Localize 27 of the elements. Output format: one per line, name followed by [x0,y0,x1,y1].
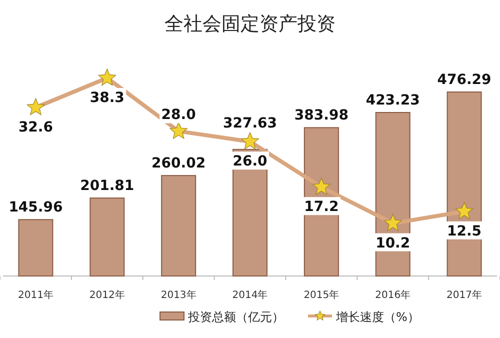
x-tick-label: 2017年 [446,289,482,301]
bar [161,175,196,276]
data-label: 476.29 [437,72,492,88]
data-label: 38.3 [90,90,124,106]
data-label: 28.0 [161,107,196,124]
data-label: 10.2 [376,235,410,252]
x-tick-label: 2013年 [160,289,196,301]
data-label: 201.81 [80,178,134,194]
data-label: 12.5 [447,223,482,240]
x-tick-label: 2015年 [304,289,340,301]
x-tick-label: 2012年 [89,289,125,301]
data-label: 32.6 [18,119,53,136]
data-label: 17.2 [304,199,339,216]
data-label: 260.02 [152,156,206,172]
chart-title: 全社会固定资产投资 [164,13,336,35]
bar [18,219,54,276]
data-label: 145.96 [8,200,63,216]
x-tick-label: 2011年 [18,289,54,301]
data-label: 26.0 [232,154,268,170]
legend-label: 增长速度（%） [335,310,420,324]
x-tick-label: 2016年 [375,289,411,301]
data-label: 327.63 [222,116,278,132]
data-label: 423.23 [366,92,420,108]
x-tick-label: 2014年 [232,289,268,301]
bar [90,198,125,276]
legend-label: 投资总额（亿元） [187,310,284,324]
data-label: 383.98 [294,108,348,124]
